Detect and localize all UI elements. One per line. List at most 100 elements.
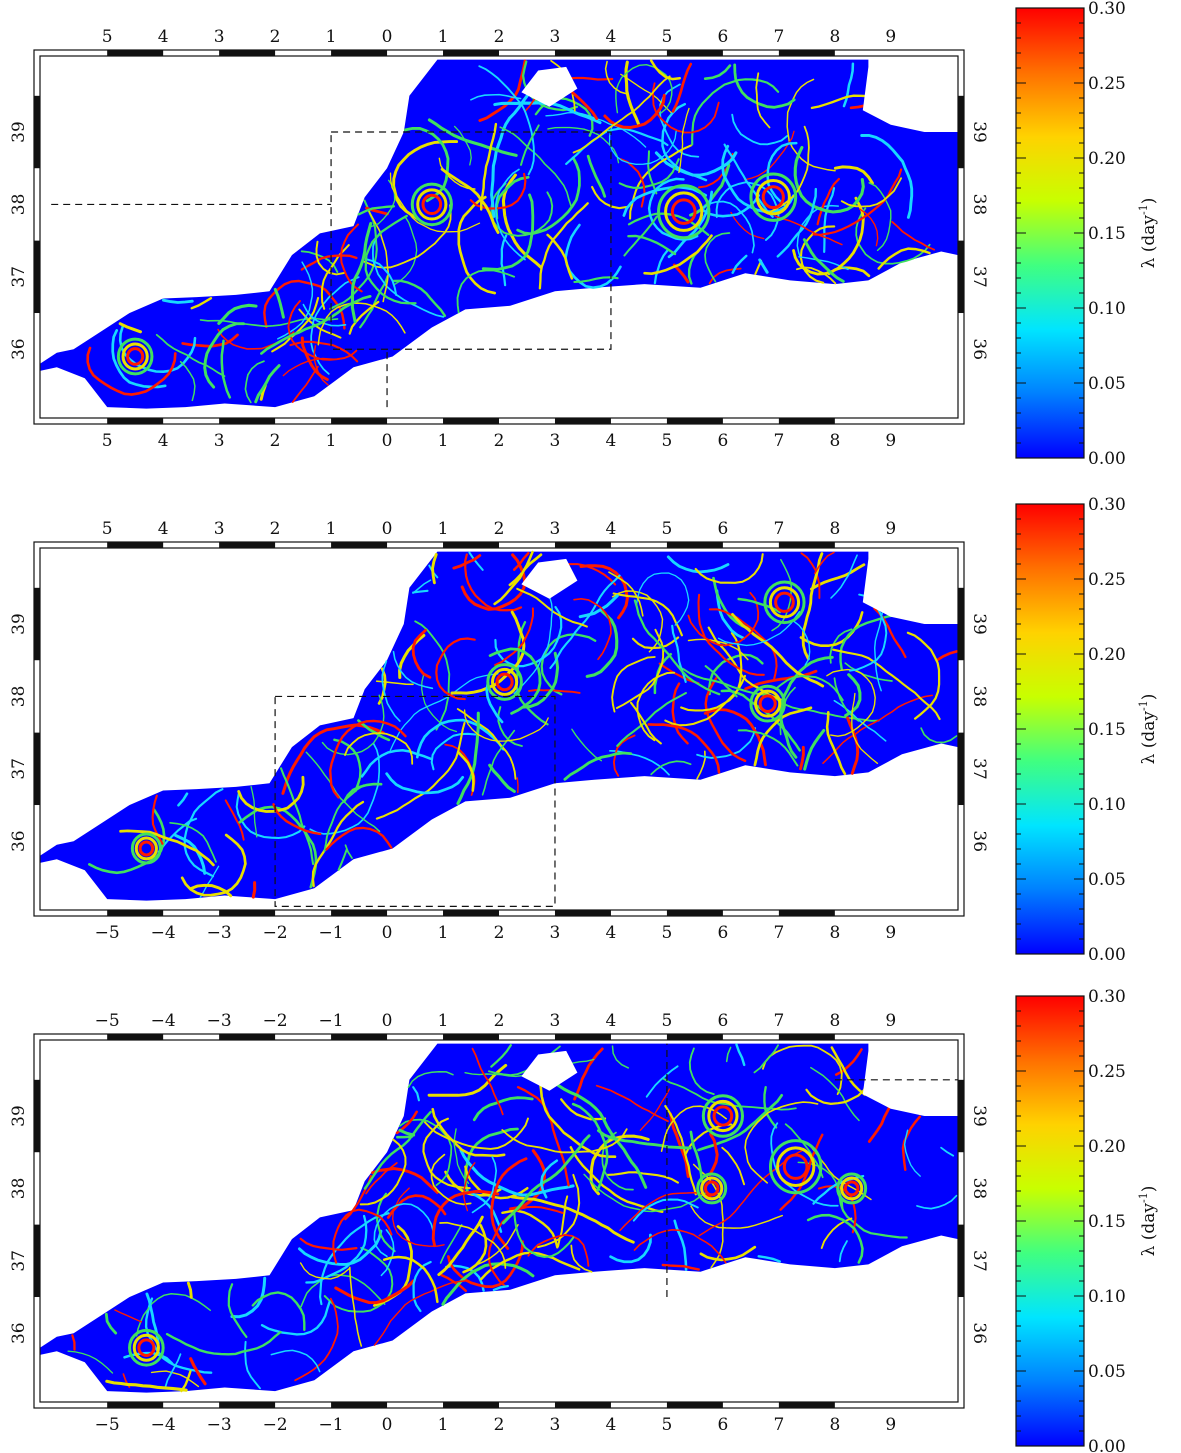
ftle-ridge xyxy=(260,1300,331,1336)
ftle-ridge xyxy=(833,165,874,185)
right-lat-tick-label: 38 xyxy=(969,1178,989,1200)
bottom-lon-tick-label: 7 xyxy=(773,1415,784,1435)
frame-scale-segment xyxy=(554,542,611,548)
ftle-ridge xyxy=(135,1293,212,1337)
ftle-ridge xyxy=(817,1185,857,1234)
ftle-ridge xyxy=(697,593,765,676)
ftle-ridge xyxy=(440,167,500,234)
eddy-ring xyxy=(657,184,711,240)
ftle-ridge xyxy=(430,732,477,771)
ftle-ridge xyxy=(481,193,535,271)
ftle-ridge xyxy=(650,760,692,776)
ftle-ridge xyxy=(471,1047,504,1116)
ftle-ridge xyxy=(430,1153,472,1206)
ftle-ridge xyxy=(891,220,936,251)
island-land xyxy=(862,548,925,624)
ftle-ridge xyxy=(920,727,958,744)
ftle-ridge xyxy=(398,1128,416,1137)
ftle-ridge xyxy=(940,1146,955,1157)
ftle-ridge xyxy=(653,248,670,285)
bottom-lon-tick-label: 3 xyxy=(550,923,561,943)
ftle-ridge xyxy=(472,1096,534,1122)
ftle-ridge xyxy=(733,63,796,109)
ftle-ridge xyxy=(470,93,522,101)
frame-scale-segment xyxy=(107,542,164,548)
top-lon-tick-label: 3 xyxy=(550,519,561,539)
colorbar-label: λ (day-1) xyxy=(1137,1186,1159,1257)
ftle-ridge xyxy=(392,140,459,221)
ftle-ridge xyxy=(725,1046,732,1063)
top-lon-tick-label: 3 xyxy=(550,27,561,47)
frame-scale-segment xyxy=(443,1402,499,1408)
ftle-ridge xyxy=(708,1132,719,1177)
eddy-ring xyxy=(138,840,155,857)
ftle-ridge xyxy=(521,60,579,112)
bottom-lon-tick-label: 5 xyxy=(662,1415,673,1435)
colorbar-tick-label: 0.10 xyxy=(1088,299,1126,319)
ftle-ridge xyxy=(512,551,530,571)
ftle-ridge xyxy=(499,126,572,207)
top-lon-tick-label: 9 xyxy=(885,27,896,47)
ftle-ridge xyxy=(595,1084,669,1123)
ftle-ridge xyxy=(244,360,265,404)
bottom-lon-tick-label: 9 xyxy=(885,431,896,451)
colorbar-tick-label: 0.15 xyxy=(1088,720,1126,740)
ftle-ridge xyxy=(612,734,636,777)
eddy-ring xyxy=(843,1180,860,1197)
frame-scale-segment xyxy=(107,1034,164,1040)
ftle-ridge xyxy=(846,716,860,775)
top-lon-tick-label: 9 xyxy=(885,1011,896,1031)
ftle-ridge xyxy=(608,571,644,617)
ftle-ridge xyxy=(389,172,481,233)
colorbar-tick-label: 0.05 xyxy=(1088,870,1126,890)
ftle-ridge xyxy=(494,607,534,666)
colorbar-label-exponent: -1 xyxy=(1137,1192,1150,1203)
ftle-ridge xyxy=(635,572,690,626)
ftle-ridge xyxy=(563,751,633,781)
top-lon-tick-label: 2 xyxy=(494,1011,505,1031)
ftle-ridge xyxy=(703,64,732,80)
ftle-ridge xyxy=(579,564,629,620)
ftle-ridge xyxy=(357,205,396,216)
bottom-lon-tick-label: 5 xyxy=(102,431,113,451)
ftle-ridge xyxy=(660,1105,727,1152)
ftle-ridge xyxy=(478,65,535,176)
top-lon-tick-label: 3 xyxy=(214,519,225,539)
ftle-ridge xyxy=(901,1115,922,1172)
ftle-ridge xyxy=(447,1240,524,1289)
ftle-ridge xyxy=(622,185,708,217)
ftle-ridge xyxy=(333,738,362,793)
ftle-ridge xyxy=(774,675,844,702)
ftle-ridge xyxy=(230,1276,267,1319)
ftle-ridge xyxy=(392,215,418,286)
bottom-lon-tick-label: 0 xyxy=(382,431,393,451)
top-lon-tick-label: 4 xyxy=(606,1011,617,1031)
bottom-lon-tick-label: 6 xyxy=(717,923,728,943)
frame-scale-segment xyxy=(778,542,835,548)
eddy-ring xyxy=(776,1146,816,1187)
right-lat-tick-label: 36 xyxy=(969,338,989,360)
eddy-ring xyxy=(755,178,791,216)
ftle-ridge xyxy=(479,1251,581,1281)
ftle-ridge xyxy=(363,1110,432,1190)
ftle-ridge xyxy=(368,210,390,303)
ftle-ridge xyxy=(227,1283,248,1338)
ftle-ridge xyxy=(629,701,662,745)
top-lon-tick-label: −1 xyxy=(319,1011,344,1031)
bottom-lon-tick-label: 2 xyxy=(494,431,505,451)
bottom-lon-tick-label: 7 xyxy=(773,431,784,451)
ftle-ridge xyxy=(273,287,285,319)
colorbar-tick-label: 0.30 xyxy=(1088,495,1126,515)
colorbar-gradient xyxy=(1015,7,1085,459)
island-land xyxy=(862,1040,925,1116)
ftle-ridge xyxy=(757,1255,781,1263)
top-lon-tick-label: 2 xyxy=(270,27,281,47)
ftle-ridge xyxy=(492,1284,509,1292)
ftle-ridge xyxy=(671,62,693,113)
eddy xyxy=(836,1172,868,1205)
ftle-ridge xyxy=(647,723,721,774)
ftle-ridge xyxy=(457,195,497,295)
bottom-lon-tick-label: −3 xyxy=(207,923,232,943)
ftle-ridge xyxy=(585,608,619,678)
ftle-ridge xyxy=(329,719,407,799)
